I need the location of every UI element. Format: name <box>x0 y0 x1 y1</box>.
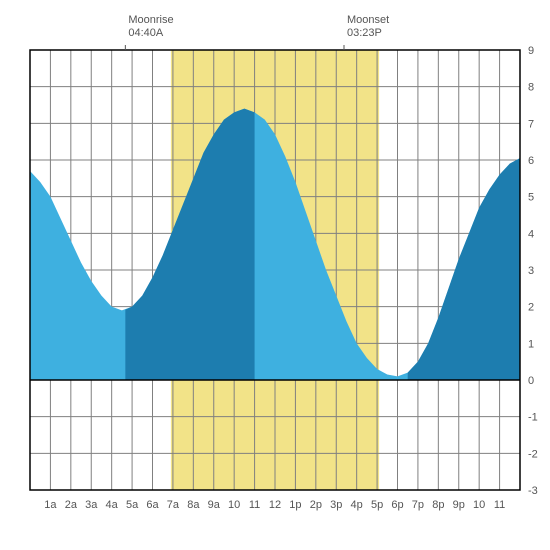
moonrise-annotation: Moonrise 04:40A <box>128 14 173 40</box>
svg-text:10: 10 <box>473 499 485 511</box>
svg-text:11: 11 <box>494 499 505 511</box>
moonrise-label: Moonrise <box>128 14 173 27</box>
svg-text:8a: 8a <box>187 499 200 511</box>
svg-text:5a: 5a <box>126 499 139 511</box>
tide-chart: -3-2-101234567891a2a3a4a5a6a7a8a9a101112… <box>0 0 550 550</box>
svg-text:3p: 3p <box>330 499 342 511</box>
chart-svg: -3-2-101234567891a2a3a4a5a6a7a8a9a101112… <box>0 0 550 550</box>
svg-text:0: 0 <box>528 375 534 387</box>
svg-text:4a: 4a <box>106 499 119 511</box>
svg-text:9a: 9a <box>208 499 221 511</box>
svg-text:4: 4 <box>528 228 534 240</box>
svg-text:8p: 8p <box>432 499 444 511</box>
svg-text:5: 5 <box>528 192 534 204</box>
moonrise-time: 04:40A <box>128 27 173 40</box>
svg-text:3: 3 <box>528 265 534 277</box>
svg-text:-3: -3 <box>528 485 538 497</box>
moonset-annotation: Moonset 03:23P <box>347 14 389 40</box>
svg-text:6p: 6p <box>391 499 403 511</box>
svg-text:2: 2 <box>528 302 534 314</box>
svg-text:5p: 5p <box>371 499 383 511</box>
svg-text:7a: 7a <box>167 499 180 511</box>
svg-text:10: 10 <box>228 499 240 511</box>
moonset-time: 03:23P <box>347 27 389 40</box>
moonset-label: Moonset <box>347 14 389 27</box>
svg-text:9: 9 <box>528 45 534 57</box>
svg-text:9p: 9p <box>453 499 465 511</box>
svg-text:-2: -2 <box>528 448 538 460</box>
svg-text:6: 6 <box>528 155 534 167</box>
svg-text:3a: 3a <box>85 499 98 511</box>
svg-text:8: 8 <box>528 82 534 94</box>
svg-text:2a: 2a <box>65 499 78 511</box>
svg-text:7p: 7p <box>412 499 424 511</box>
svg-text:11: 11 <box>249 499 260 511</box>
svg-text:6a: 6a <box>146 499 159 511</box>
svg-text:1p: 1p <box>289 499 301 511</box>
svg-text:4p: 4p <box>351 499 363 511</box>
svg-text:12: 12 <box>269 499 281 511</box>
svg-text:1: 1 <box>528 338 534 350</box>
svg-text:7: 7 <box>528 118 534 130</box>
svg-text:2p: 2p <box>310 499 322 511</box>
svg-text:1a: 1a <box>44 499 57 511</box>
svg-text:-1: -1 <box>528 412 538 424</box>
